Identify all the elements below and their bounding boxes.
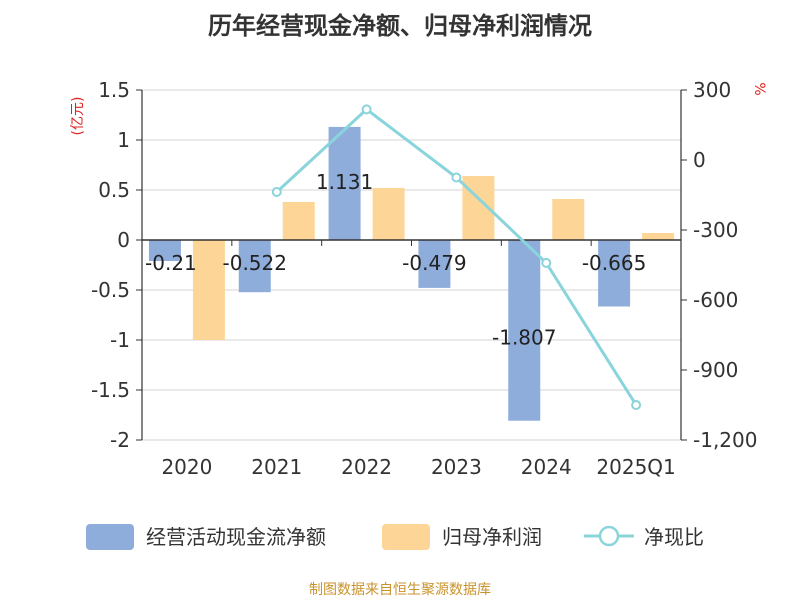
gridlines — [142, 89, 681, 441]
ratio-point — [631, 400, 642, 410]
left-tick-label: 0 — [117, 228, 130, 252]
right-tick-label: -600 — [693, 288, 738, 312]
ratio-point — [271, 186, 282, 197]
left-axis-unit: (亿元) — [70, 97, 86, 136]
left-tick-label: -0.5 — [91, 278, 130, 302]
legend-swatch — [86, 524, 134, 550]
left-tick-label: 1 — [117, 128, 130, 152]
cashflow-bar — [238, 240, 271, 293]
cashflow-data-label: -0.21 — [145, 251, 197, 275]
cashflow-data-label: -0.479 — [402, 251, 466, 275]
cashflow-bar — [508, 240, 541, 421]
legend-item[interactable]: 经营活动现金流净额 — [86, 524, 326, 550]
cashflow-bar — [418, 240, 451, 288]
left-tick-label: 1.5 — [98, 78, 130, 102]
net-profit-bar — [552, 199, 585, 240]
chart-title: 历年经营现金净额、归母净利润情况 — [208, 12, 592, 40]
cashflow-bar — [598, 240, 631, 307]
cashflow-data-label: -0.522 — [223, 251, 287, 275]
right-axis-unit: % — [751, 82, 767, 95]
legend-swatch — [382, 524, 430, 550]
legend-label: 净现比 — [644, 525, 704, 549]
legend-label: 经营活动现金流净额 — [146, 525, 326, 549]
net-profit-bar — [642, 233, 675, 240]
left-tick-label: 0.5 — [98, 178, 130, 202]
left-tick-label: -2 — [110, 428, 130, 452]
category-label: 2024 — [521, 455, 572, 479]
cashflow-bar — [328, 126, 361, 240]
left-tick-label: -1.5 — [91, 378, 130, 402]
legend-item[interactable]: 净现比 — [584, 525, 704, 549]
ratio-line — [271, 104, 642, 410]
net-profit-bar — [282, 202, 315, 240]
source-note: 制图数据来自恒生聚源数据库 — [309, 582, 491, 598]
category-label: 2023 — [431, 455, 482, 479]
category-label: 2021 — [251, 455, 302, 479]
axes: 1.5 1 0.5 0 -0.5 -1 -1.5 -2 300 0 -300 -600 -900 -1,2… — [91, 78, 758, 479]
category-label: 2022 — [341, 455, 392, 479]
category-label: 2020 — [161, 455, 212, 479]
cashflow-data-label: -1.807 — [492, 325, 556, 349]
ratio-point — [451, 172, 462, 183]
bars — [148, 126, 675, 421]
legend-label: 归母净利润 — [442, 525, 542, 549]
legend-item[interactable]: 归母净利润 — [382, 524, 542, 550]
right-tick-label: -900 — [693, 358, 738, 382]
category-label: 2025Q1 — [596, 455, 675, 479]
ratio-point — [361, 104, 372, 115]
cashflow-bar — [148, 240, 181, 261]
net-profit-bar — [372, 188, 405, 240]
left-tick-label: -1 — [110, 328, 130, 352]
right-tick-label: -300 — [693, 218, 738, 242]
legend: 经营活动现金流净额 归母净利润 净现比 — [86, 524, 704, 550]
cashflow-data-label: -0.665 — [582, 251, 646, 275]
legend-marker — [598, 525, 620, 547]
right-tick-label: -1,200 — [693, 428, 757, 452]
data-labels: -0.21 -0.522 1.131 -0.479 -1.807 -0.665 — [145, 170, 646, 349]
ratio-point — [541, 257, 552, 268]
net-profit-bar — [192, 240, 225, 340]
right-tick-label: 0 — [693, 148, 706, 172]
cashflow-data-label: 1.131 — [316, 170, 373, 194]
right-tick-label: 300 — [693, 78, 731, 102]
